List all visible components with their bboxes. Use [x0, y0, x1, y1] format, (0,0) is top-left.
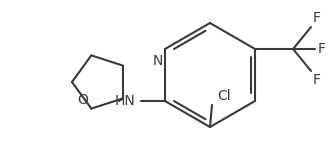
Text: O: O	[77, 93, 88, 107]
Text: F: F	[313, 11, 321, 25]
Text: Cl: Cl	[217, 89, 231, 103]
Text: F: F	[318, 42, 326, 56]
Text: N: N	[153, 54, 163, 68]
Text: HN: HN	[114, 94, 135, 108]
Text: F: F	[313, 73, 321, 87]
